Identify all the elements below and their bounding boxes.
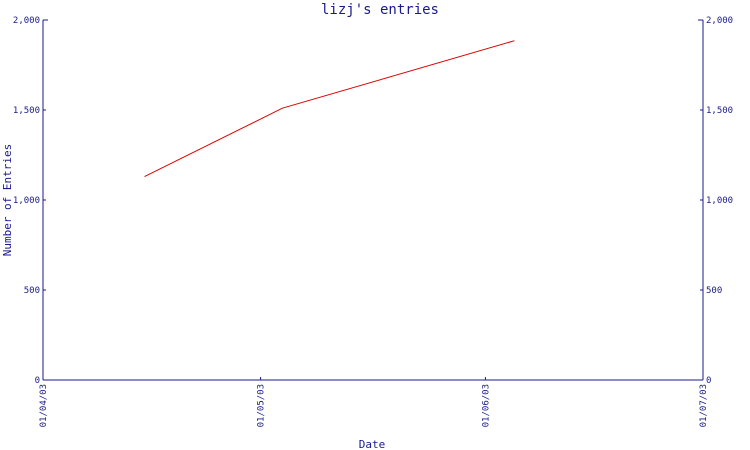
x-tick-label: 01/04/03 [39, 384, 49, 427]
entries-series-line [144, 40, 515, 178]
y-tick-label-left: 500 [24, 286, 40, 296]
y-tick-label-left: 0 [35, 376, 40, 386]
x-tick-label: 01/07/03 [699, 384, 709, 427]
y-tick-label-left: 1,000 [13, 196, 40, 206]
chart-title: lizj's entries [321, 2, 439, 18]
x-tick-label: 01/06/03 [481, 384, 491, 427]
y-tick-label-right: 1,500 [706, 106, 733, 116]
y-tick-label-left: 2,000 [13, 16, 40, 26]
y-tick-label-left: 1,500 [13, 106, 40, 116]
y-tick-label-right: 2,000 [706, 16, 733, 26]
y-axis-label: Number of Entries [1, 144, 14, 257]
y-tick-label-right: 1,000 [706, 196, 733, 206]
x-tick-label: 01/05/03 [257, 384, 267, 427]
y-tick-label-right: 500 [706, 286, 722, 296]
y-tick-label-right: 0 [706, 376, 711, 386]
x-axis-label: Date [359, 438, 386, 450]
